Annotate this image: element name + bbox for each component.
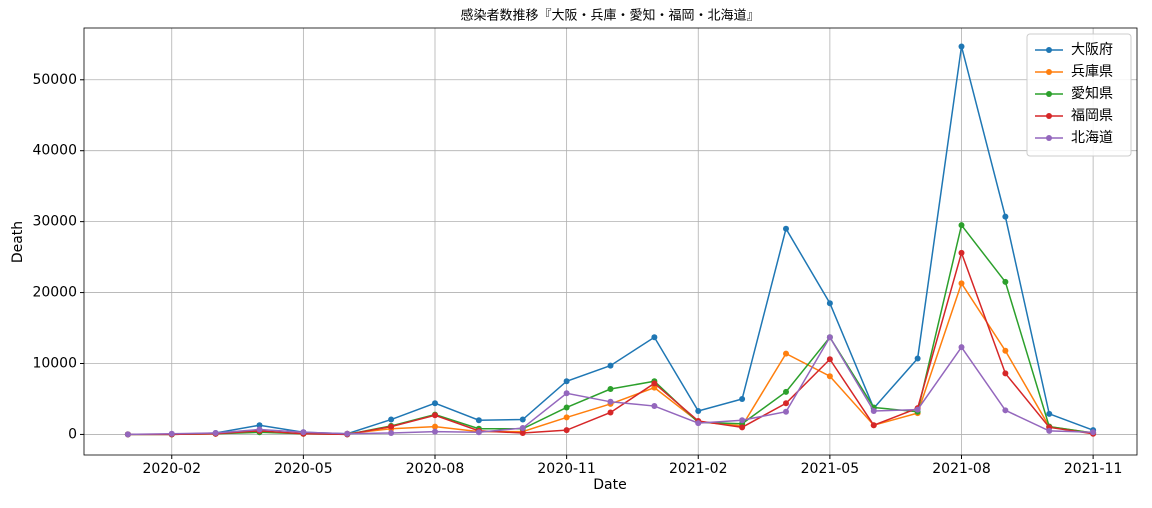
y-tick-label: 40000: [32, 143, 77, 159]
data-point: [651, 384, 658, 391]
data-point: [256, 422, 263, 429]
data-point: [1046, 427, 1053, 434]
legend-label: 福岡県: [1071, 108, 1113, 124]
data-point: [563, 390, 570, 397]
data-point: [958, 222, 965, 229]
data-point: [563, 378, 570, 385]
data-point: [1002, 278, 1009, 285]
y-tick-label: 20000: [32, 285, 77, 301]
data-point: [870, 408, 877, 415]
data-point: [563, 404, 570, 411]
y-tick-label: 0: [68, 426, 77, 442]
data-point: [783, 408, 789, 415]
x-tick-label: 2020-05: [274, 461, 333, 477]
data-point: [739, 424, 746, 431]
data-point: [739, 395, 746, 402]
data-point: [519, 425, 526, 432]
data-point: [826, 373, 833, 380]
data-point: [695, 408, 702, 415]
data-point: [124, 431, 131, 438]
legend-box: [1026, 33, 1132, 157]
data-point: [958, 249, 965, 256]
data-point: [563, 427, 570, 434]
series-line: [127, 46, 1094, 436]
data-point: [607, 386, 614, 393]
data-point: [388, 423, 395, 430]
y-tick-label: 50000: [32, 72, 77, 88]
data-point: [651, 403, 658, 410]
legend-label: 兵庫県: [1071, 63, 1113, 80]
data-point: [475, 417, 482, 424]
data-point: [826, 356, 833, 363]
legend-marker: [1046, 135, 1052, 141]
data-point: [432, 412, 438, 419]
y-tick-label: 30000: [32, 214, 77, 230]
data-point: [519, 430, 526, 437]
x-tick-label: 2020-11: [537, 461, 596, 477]
data-point: [256, 426, 263, 433]
data-point: [388, 430, 395, 437]
data-point: [432, 423, 438, 430]
legend-label: 北海道: [1071, 130, 1113, 146]
data-point: [168, 430, 175, 437]
legend-marker: [1046, 47, 1052, 53]
data-point: [958, 280, 965, 287]
data-point: [739, 417, 746, 424]
data-point: [607, 362, 614, 369]
data-point: [783, 225, 789, 232]
data-point: [607, 409, 614, 416]
legend-marker: [1046, 91, 1052, 97]
series-line: [127, 335, 1094, 436]
legend-marker: [1046, 69, 1052, 75]
legend-label: 愛知県: [1071, 85, 1113, 102]
data-point: [432, 428, 438, 435]
data-point: [783, 350, 789, 357]
data-point: [1090, 429, 1097, 436]
data-point: [1002, 370, 1009, 377]
data-point: [651, 380, 658, 387]
x-tick-label: 2020-02: [143, 461, 202, 477]
data-point: [914, 355, 921, 362]
data-point: [958, 344, 965, 351]
x-tick-label: 2021-05: [801, 461, 860, 477]
x-tick-label: 2021-02: [669, 461, 728, 477]
x-tick-label: 2021-11: [1064, 461, 1123, 477]
x-axis-label: Date: [593, 477, 626, 493]
x-tick-label: 2020-08: [406, 461, 465, 477]
data-point: [563, 414, 570, 421]
data-point: [1002, 347, 1009, 354]
data-point: [607, 398, 614, 405]
data-point: [914, 406, 921, 413]
data-point: [519, 416, 526, 423]
data-point: [212, 430, 219, 437]
data-point: [870, 422, 877, 429]
data-point: [826, 334, 833, 341]
data-point: [783, 388, 789, 395]
data-point: [1046, 410, 1053, 417]
y-axis-label: Death: [10, 221, 26, 263]
data-point: [958, 43, 965, 50]
data-point: [300, 429, 307, 436]
data-point: [1002, 213, 1009, 220]
y-tick-label: 10000: [32, 356, 77, 372]
plot-frame: [83, 27, 1138, 456]
data-point: [651, 334, 658, 341]
data-point: [388, 416, 395, 423]
legend-marker: [1046, 113, 1052, 119]
data-point: [344, 430, 351, 437]
legend-label: 大阪府: [1071, 42, 1113, 58]
data-point: [1002, 407, 1009, 414]
data-point: [432, 400, 438, 407]
data-point: [695, 420, 702, 427]
chart-title: 感染者数推移『大阪・兵庫・愛知・福岡・北海道』: [460, 8, 759, 24]
data-point: [783, 400, 789, 407]
x-tick-label: 2021-08: [932, 461, 991, 477]
data-point: [475, 429, 482, 436]
data-point: [826, 300, 833, 307]
